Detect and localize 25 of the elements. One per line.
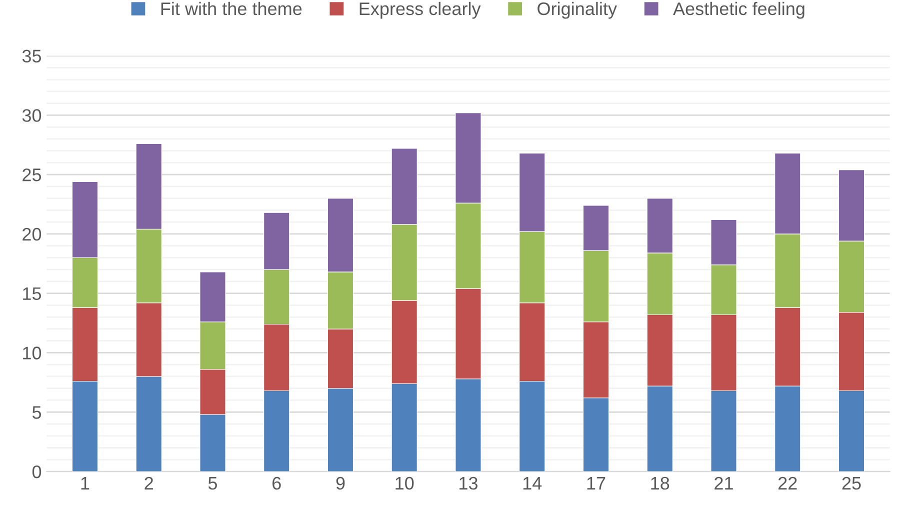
x-tick-label: 10 bbox=[396, 476, 414, 490]
x-tick-label: 13 bbox=[460, 476, 478, 490]
y-tick-label: 10 bbox=[23, 346, 42, 360]
legend-label: Fit with the theme bbox=[161, 2, 302, 16]
x-tick-label: 22 bbox=[778, 476, 797, 490]
x-tick-label: 9 bbox=[336, 476, 345, 490]
x-tick-label: 21 bbox=[714, 476, 733, 490]
y-tick-label: 0 bbox=[32, 465, 42, 478]
x-tick-label: 1 bbox=[81, 477, 90, 490]
legend-label: Express clearly bbox=[360, 2, 481, 19]
legend-label: Originality bbox=[538, 2, 617, 19]
y-tick-label: 25 bbox=[22, 168, 42, 182]
y-tick-label: 35 bbox=[22, 50, 42, 62]
y-tick-label: 15 bbox=[23, 287, 42, 300]
y-tick-label: 5 bbox=[32, 406, 42, 419]
y-tick-label: 30 bbox=[22, 109, 42, 122]
x-tick-label: 14 bbox=[523, 477, 542, 490]
x-tick-label: 6 bbox=[272, 476, 281, 490]
x-tick-label: 18 bbox=[651, 476, 670, 490]
x-tick-label: 5 bbox=[208, 477, 217, 490]
x-tick-label: 2 bbox=[144, 476, 153, 490]
x-tick-label: 17 bbox=[587, 477, 606, 490]
legend-label: Aesthetic feeling bbox=[673, 2, 804, 19]
y-tick-label: 20 bbox=[22, 228, 42, 241]
x-tick-label: 25 bbox=[842, 476, 861, 490]
